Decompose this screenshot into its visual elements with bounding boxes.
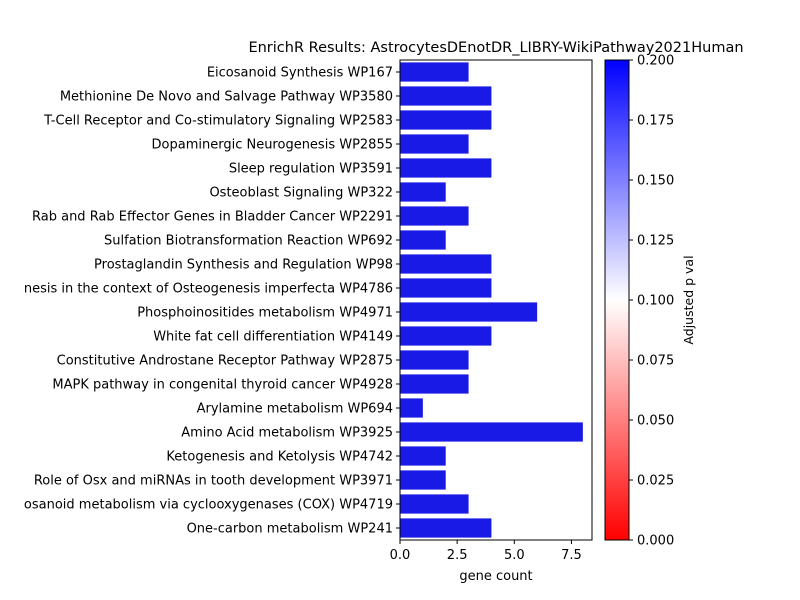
y-tick-label: One-carbon metabolism WP241 xyxy=(187,522,393,537)
colorbar-tick-label: 0.075 xyxy=(637,354,674,369)
x-axis-label: gene count xyxy=(459,569,532,584)
y-tick-label: Role of Osx and miRNAs in tooth developm… xyxy=(34,474,393,489)
colorbar-tick-label: 0.125 xyxy=(637,234,674,249)
bar xyxy=(400,134,469,154)
x-tick-label: 5.0 xyxy=(504,548,525,563)
bar xyxy=(400,278,492,298)
y-tick-label: Eicosanoid Synthesis WP167 xyxy=(207,66,393,81)
y-tick-label: Constitutive Androstane Receptor Pathway… xyxy=(57,354,393,369)
bar xyxy=(400,470,446,490)
y-tick-label: nesis in the context of Osteogenesis imp… xyxy=(24,282,393,297)
bar xyxy=(400,302,538,322)
bar xyxy=(400,374,469,394)
colorbar-label: Adjusted p val xyxy=(681,255,696,344)
colorbar-gradient xyxy=(604,59,630,541)
y-tick-label: Ketogenesis and Ketolysis WP4742 xyxy=(166,450,393,465)
y-tick-label: Sleep regulation WP3591 xyxy=(229,162,393,177)
bar xyxy=(400,206,469,226)
bar xyxy=(400,422,583,442)
plot-area: Eicosanoid Synthesis WP167 Methionine De … xyxy=(24,59,593,563)
colorbar-tick-label: 0.200 xyxy=(637,54,674,69)
bar xyxy=(400,182,446,202)
y-tick-label: Osteoblast Signaling WP322 xyxy=(209,186,393,201)
x-tick-label: 0.0 xyxy=(390,548,411,563)
colorbar: 0.000 0.025 0.050 0.075 0.100 0.125 0.150 0.175… xyxy=(604,54,674,549)
y-tick-label: Sulfation Biotransformation Reaction WP6… xyxy=(104,234,393,249)
bar xyxy=(400,110,492,130)
plot-frame xyxy=(399,59,593,541)
bar xyxy=(400,494,469,514)
colorbar-tick-label: 0.000 xyxy=(637,534,674,549)
colorbar-tick-label: 0.150 xyxy=(637,174,674,189)
y-tick-label: Arylamine metabolism WP694 xyxy=(197,402,393,417)
chart-title: EnrichR Results: AstrocytesDEnotDR_LIBRY… xyxy=(248,40,743,56)
bar xyxy=(400,254,492,274)
y-tick-label: Prostaglandin Synthesis and Regulation W… xyxy=(94,258,393,273)
colorbar-tick-label: 0.025 xyxy=(637,474,674,489)
y-tick-label: White fat cell differentiation WP4149 xyxy=(153,330,393,345)
bar xyxy=(400,446,446,466)
bar xyxy=(400,350,469,370)
y-tick-label: Methionine De Novo and Salvage Pathway W… xyxy=(60,90,393,105)
bar xyxy=(400,158,492,178)
y-tick-label: MAPK pathway in congenital thyroid cance… xyxy=(52,378,393,393)
bar xyxy=(400,230,446,250)
bar xyxy=(400,398,423,418)
x-tick-label: 7.5 xyxy=(561,548,582,563)
y-tick-label: osanoid metabolism via cyclooxygenases (… xyxy=(24,498,393,513)
bar xyxy=(400,518,492,538)
bar xyxy=(400,326,492,346)
y-tick-label: Amino Acid metabolism WP3925 xyxy=(181,426,393,441)
colorbar-tick-label: 0.175 xyxy=(637,114,674,129)
y-tick-label: Dopaminergic Neurogenesis WP2855 xyxy=(152,138,393,153)
bar xyxy=(400,62,469,82)
colorbar-tick-label: 0.050 xyxy=(637,414,674,429)
y-tick-label: Rab and Rab Effector Genes in Bladder Ca… xyxy=(32,210,393,225)
y-tick-label: T-Cell Receptor and Co-stimulatory Signa… xyxy=(43,114,393,129)
y-tick-label: Phosphoinositides metabolism WP4971 xyxy=(137,306,393,321)
bar xyxy=(400,86,492,106)
colorbar-tick-label: 0.100 xyxy=(637,294,674,309)
x-tick-label: 2.5 xyxy=(447,548,468,563)
